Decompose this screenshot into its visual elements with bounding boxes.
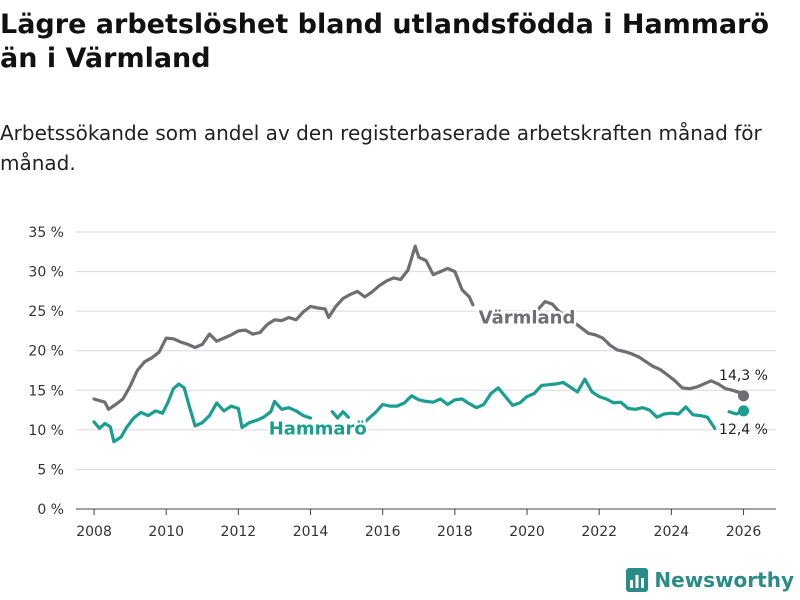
x-tick-label: 2022 — [581, 524, 617, 540]
y-tick-label: 30 % — [28, 265, 64, 281]
chart-title: Lägre arbetslöshet bland utlandsfödda i … — [0, 9, 770, 74]
bar-chart-icon — [626, 568, 649, 592]
hammaro-series-line — [92, 382, 313, 444]
x-tick-label: 2024 — [654, 524, 690, 540]
x-tick-label: 2018 — [437, 524, 473, 540]
y-tick-label: 35 % — [28, 225, 64, 241]
hammaro-end-value-label: 12,4 % — [719, 422, 768, 438]
varmland-series-line — [92, 244, 475, 411]
x-tick-label: 2008 — [76, 524, 112, 540]
y-tick-label: 15 % — [28, 383, 64, 399]
y-tick-label: 0 % — [37, 502, 64, 518]
x-tick-label: 2010 — [148, 524, 184, 540]
hammaro-series-label: Hammarö — [269, 418, 367, 439]
x-tick-label: 2014 — [293, 524, 329, 540]
x-tick-label: 2012 — [221, 524, 257, 540]
y-tick-label: 25 % — [28, 304, 64, 320]
y-tick-label: 20 % — [28, 344, 64, 360]
brand-name: Newsworthy — [654, 568, 794, 592]
varmland-series-label: Värmland — [479, 307, 576, 328]
y-tick-label: 10 % — [28, 423, 64, 439]
y-tick-label: 5 % — [37, 462, 64, 478]
varmland-end-value-label: 14,3 % — [719, 368, 768, 384]
varmland-series-line — [536, 300, 746, 398]
hammaro-end-point — [738, 405, 750, 417]
x-tick-label: 2020 — [509, 524, 545, 540]
chart-subtitle: Arbetssökande som andel av den registerb… — [0, 121, 762, 175]
varmland-end-point — [738, 390, 750, 402]
newsworthy-logo: Newsworthy — [626, 568, 794, 592]
hammaro-series-line — [330, 410, 350, 420]
x-tick-label: 2016 — [365, 524, 401, 540]
hammaro-series-line — [359, 377, 717, 430]
x-tick-label: 2026 — [726, 524, 762, 540]
